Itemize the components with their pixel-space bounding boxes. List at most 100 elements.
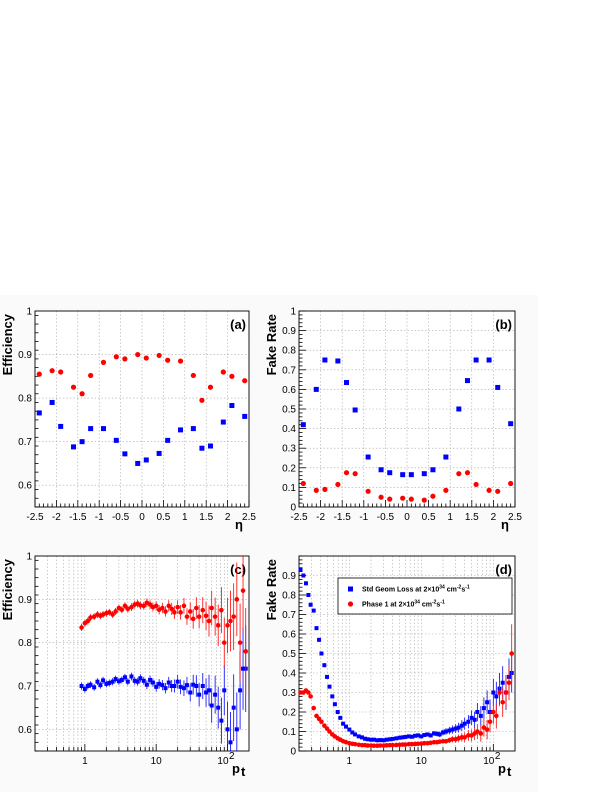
data-point: [400, 472, 406, 478]
data-point: [113, 437, 119, 443]
data-point: [88, 682, 93, 687]
y-tick-label: 1: [26, 307, 32, 318]
x-tick-exponent: 2: [229, 751, 235, 762]
legend-box: [337, 577, 513, 615]
data-point: [437, 732, 442, 737]
data-point: [491, 709, 496, 715]
panel-label: (d): [495, 562, 512, 577]
legend-label-text: s: [436, 602, 440, 609]
legend-marker: [347, 601, 354, 607]
data-point: [184, 683, 189, 688]
x-tick-label: -2: [52, 512, 61, 523]
panel-label: (a): [230, 317, 246, 332]
data-point: [100, 426, 106, 432]
data-point: [311, 608, 316, 613]
data-point: [104, 681, 109, 686]
x-axis-label-subscript: t: [507, 764, 512, 779]
data-point: [500, 699, 506, 705]
series-red: [300, 470, 514, 503]
data-point: [141, 603, 147, 609]
y-tick-label: 0.9: [18, 595, 32, 606]
data-point: [160, 683, 165, 688]
data-point: [495, 384, 501, 390]
data-point: [384, 737, 389, 742]
data-point: [143, 355, 149, 361]
data-point: [428, 733, 433, 738]
data-point: [242, 378, 248, 384]
y-tick-label: 0.7: [282, 365, 296, 376]
y-tick-label: 1: [26, 552, 32, 563]
data-point: [234, 727, 239, 732]
y-tick-label: 0.6: [18, 481, 32, 492]
y-tick-label: 0.6: [18, 725, 32, 736]
data-point: [220, 369, 226, 375]
legend-label-superscript: -2: [432, 600, 437, 606]
x-tick-label: 0: [139, 512, 145, 523]
data-point: [387, 470, 393, 476]
x-tick-label: -2.5: [26, 512, 44, 523]
data-point: [122, 451, 128, 457]
data-point: [378, 743, 383, 748]
data-point: [347, 727, 352, 732]
data-point: [181, 686, 186, 691]
data-point: [172, 684, 177, 688]
data-point: [91, 614, 97, 619]
data-point: [209, 605, 215, 611]
y-tick-label: 0.4: [282, 669, 296, 680]
data-point: [122, 356, 128, 362]
data-point: [101, 678, 106, 683]
data-point: [378, 467, 384, 473]
data-point: [138, 676, 143, 681]
data-point: [122, 603, 128, 609]
data-point: [122, 675, 127, 680]
data-point: [119, 607, 125, 613]
data-point: [231, 614, 236, 619]
data-point: [322, 357, 328, 363]
data-point: [36, 371, 42, 377]
data-point: [484, 727, 490, 732]
y-tick-label: 0.8: [282, 346, 296, 357]
data-point: [314, 626, 319, 631]
data-point: [234, 597, 240, 602]
data-point: [125, 679, 130, 684]
data-point: [356, 734, 361, 739]
data-point: [221, 640, 227, 645]
data-point: [85, 618, 91, 624]
data-point: [154, 684, 159, 689]
data-point: [494, 694, 499, 699]
data-point: [500, 680, 505, 685]
x-tick-exponent: 2: [495, 751, 501, 762]
x-tick-label: 2.5: [508, 512, 522, 523]
x-axis-label: p: [232, 761, 240, 776]
data-point: [317, 637, 322, 642]
y-tick-label: 0.5: [282, 405, 296, 416]
legend-label-text: s: [461, 587, 465, 594]
data-point: [165, 437, 171, 443]
x-tick-label: -1: [359, 512, 368, 523]
data-point: [486, 487, 492, 493]
data-point: [486, 357, 492, 363]
data-point: [175, 604, 180, 610]
data-point: [390, 736, 395, 741]
series-blue: [300, 357, 514, 478]
data-point: [79, 391, 85, 397]
y-tick-label: 0.6: [282, 630, 296, 641]
data-point: [456, 471, 462, 477]
data-point: [165, 357, 171, 363]
y-tick-label: 0.1: [282, 727, 296, 738]
data-point: [157, 681, 162, 686]
data-point: [497, 690, 502, 695]
data-point: [464, 470, 471, 476]
data-point: [88, 372, 94, 379]
data-point: [298, 567, 303, 572]
data-point: [409, 734, 414, 739]
legend-label-text: Std Geom Loss at 2×10: [362, 587, 439, 594]
data-point: [475, 710, 480, 714]
x-tick-label: 1.5: [465, 512, 479, 523]
data-point: [313, 386, 319, 392]
data-point: [362, 736, 367, 741]
x-tick-label: 2: [225, 512, 231, 523]
data-point: [403, 734, 408, 739]
